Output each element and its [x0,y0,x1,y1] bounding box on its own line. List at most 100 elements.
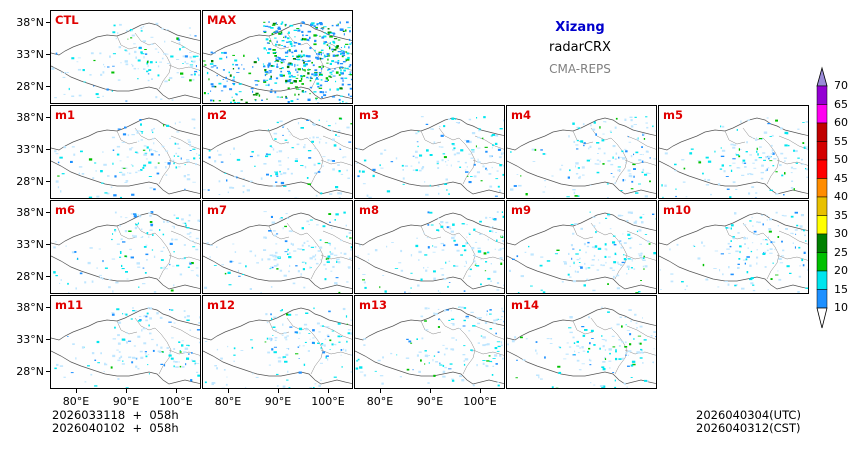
echo-speck [310,246,314,248]
echo-speck [499,257,503,260]
echo-speck [203,92,206,95]
map-canvas [51,211,200,293]
echo-speck [148,161,152,164]
echo-speck [94,162,97,164]
echo-speck [465,171,469,173]
echo-speck [451,318,455,320]
echo-speck [182,222,186,224]
echo-speck [144,351,147,353]
echo-speck [446,189,448,191]
echo-speck [228,71,230,74]
echo-speck [308,333,311,334]
echo-speck [582,334,586,337]
echo-speck [264,25,269,27]
echo-speck [267,64,270,67]
echo-speck [278,44,281,46]
echo-speck [789,272,792,274]
echo-speck [323,42,326,45]
echo-speck [318,331,321,333]
map-panel-m4: m4 [506,105,657,199]
echo-speck [170,357,174,360]
echo-speck [135,171,138,174]
echo-speck [590,264,595,266]
echo-speck [319,138,322,140]
echo-speck [428,307,430,310]
echo-speck [764,251,767,253]
echo-speck [525,193,528,196]
echo-speck [170,289,174,292]
echo-speck [418,259,420,261]
boundary-line [51,160,200,195]
echo-speck [221,387,225,388]
echo-speck [495,332,497,335]
echo-speck [750,250,753,253]
echo-speck [717,183,721,186]
boundary-line [116,222,200,280]
echo-speck [144,53,148,55]
echo-speck [577,167,580,169]
echo-speck [288,62,292,65]
map-canvas [203,211,352,293]
echo-speck [288,270,290,273]
echo-speck [314,49,316,52]
echo-speck [309,338,311,340]
echo-speck [561,164,564,166]
echo-speck [341,52,345,55]
echo-speck [342,61,346,63]
echo-speck [208,78,210,81]
echo-speck [736,129,738,131]
echo-speck [242,274,245,275]
echo-speck [270,313,272,316]
echo-speck [790,166,794,169]
lat-tick [46,339,50,340]
echo-speck [210,99,213,102]
echo-speck [126,332,128,334]
echo-speck [363,281,366,284]
echo-speck [311,22,315,25]
echo-speck [656,169,657,171]
echo-speck [760,177,764,180]
echo-speck [110,366,113,369]
echo-speck [730,169,733,172]
echo-speck [453,153,457,156]
echo-speck [279,68,282,70]
echo-speck [619,242,622,245]
echo-speck [805,121,808,123]
echo-speck [576,340,579,343]
echo-speck [454,244,459,246]
echo-speck [197,374,200,377]
echo-speck [420,315,424,318]
echo-speck [601,139,605,142]
echo-speck [275,181,278,183]
echo-speck [743,237,747,240]
echo-speck [285,95,287,98]
echo-speck [276,233,279,235]
echo-speck [339,149,342,150]
echo-speck [243,177,245,179]
echo-speck [185,224,187,227]
echo-speck [510,188,514,191]
echo-speck [99,274,102,276]
echo-speck [495,178,499,180]
echo-speck [642,133,644,135]
echo-speck [777,156,779,158]
echo-speck [148,69,152,71]
echo-speck [486,343,490,346]
echo-speck [308,68,310,70]
echo-speck [482,165,485,168]
echo-speck [296,98,299,100]
echo-speck [321,36,324,38]
echo-speck [312,255,315,258]
echo-speck [489,185,493,188]
echo-speck [399,376,402,378]
echo-speck [320,67,323,70]
echo-speck [186,319,190,321]
panel-label: MAX [207,13,237,27]
echo-speck [344,77,348,79]
echo-speck [325,91,327,93]
echo-speck [528,245,530,248]
echo-speck [627,258,631,260]
echo-speck [346,323,348,325]
echo-speck [493,270,497,273]
echo-speck [258,94,261,97]
